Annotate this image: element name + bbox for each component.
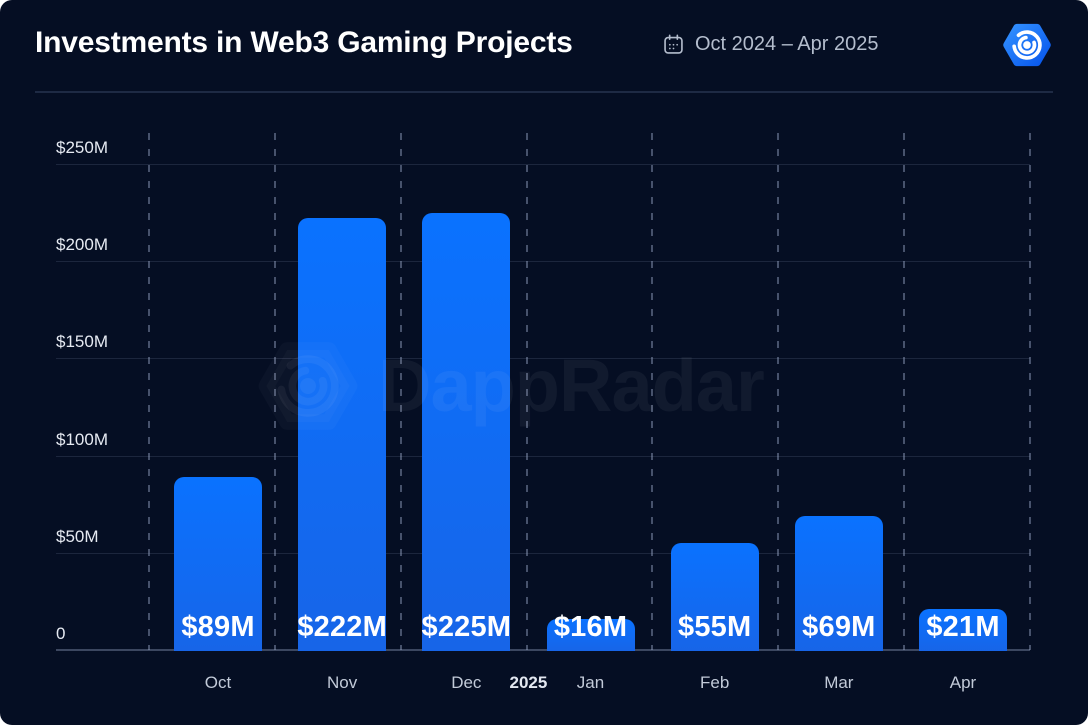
- period-label: Oct 2024 – Apr 2025: [695, 33, 879, 55]
- y-tick-label: $50M: [56, 526, 99, 546]
- y-gridline: [56, 455, 1030, 457]
- v-gridline: [777, 133, 780, 650]
- x-tick-label: Apr: [949, 673, 977, 692]
- v-gridline: [1029, 133, 1031, 650]
- y-gridline: [56, 552, 1030, 554]
- bar-nov: [298, 218, 387, 651]
- bar-value-label: $69M: [802, 611, 876, 643]
- bar-mar: [794, 515, 883, 651]
- v-gridline: [148, 133, 150, 650]
- y-gridline: [56, 358, 1030, 360]
- bar-value-label: $16M: [553, 611, 628, 643]
- y-tick-label: 0: [56, 624, 66, 643]
- x-tick-label: Nov: [327, 673, 358, 692]
- v-gridline: [903, 133, 906, 650]
- dappradar-logo-icon: [1002, 20, 1052, 70]
- x-tick-label: Jan: [576, 673, 605, 692]
- x-tick-label: Mar: [824, 673, 854, 692]
- calendar-icon: [662, 33, 685, 56]
- y-tick-label: $100M: [56, 429, 108, 449]
- bar-value-label: $55M: [677, 611, 752, 643]
- y-tick-label: $200M: [56, 235, 108, 255]
- y-gridline: [56, 164, 1030, 165]
- bar-oct: [174, 476, 262, 651]
- header-divider: [35, 91, 1053, 93]
- v-gridline: [399, 133, 402, 650]
- x-axis-baseline: [56, 649, 1030, 651]
- bar-feb: [670, 543, 759, 651]
- period-chip: Oct 2024 – Apr 2025: [662, 33, 878, 56]
- bar-jan: [546, 618, 635, 651]
- v-gridline: [525, 133, 528, 650]
- x-tick-label: Dec: [451, 673, 482, 692]
- v-gridline: [651, 133, 654, 650]
- x-tick-label: Oct: [204, 673, 232, 692]
- y-gridline: [56, 261, 1030, 263]
- y-tick-label: $250M: [56, 138, 108, 157]
- bar-value-label: $89M: [181, 611, 255, 643]
- page-title: Investments in Web3 Gaming Projects: [35, 26, 573, 59]
- bar-value-label: $21M: [926, 611, 1000, 643]
- v-gridline: [273, 133, 276, 650]
- bar-apr: [919, 609, 1007, 651]
- bar-value-label: $225M: [421, 611, 512, 643]
- y-tick-label: $150M: [56, 332, 108, 352]
- x-year-label: 2025: [509, 673, 548, 692]
- bar-value-label: $222M: [297, 611, 387, 643]
- bar-dec: [422, 212, 511, 651]
- x-tick-label: Feb: [700, 673, 730, 692]
